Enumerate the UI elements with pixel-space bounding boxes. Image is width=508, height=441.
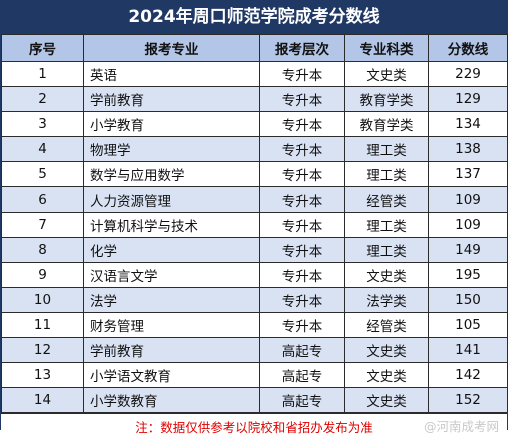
cell-category: 法学类: [344, 286, 429, 313]
cell-score: 134: [428, 111, 508, 138]
cell-score: 109: [428, 186, 508, 213]
cell-category: 理工类: [344, 136, 429, 163]
cell-score: 129: [428, 86, 508, 113]
table-row: 8 化学 专升本 理工类 149: [1, 236, 508, 263]
cell-level: 专升本: [259, 311, 345, 339]
header-major: 报考专业: [83, 34, 260, 62]
cell-index: 1: [1, 60, 84, 88]
cell-major: 法学: [83, 286, 260, 313]
cell-score: 137: [428, 161, 508, 188]
cell-level: 专升本: [259, 211, 345, 238]
table-row: 6 人力资源管理 专升本 经管类 109: [1, 186, 508, 213]
cell-level: 高起专: [259, 362, 345, 389]
cell-level: 专升本: [259, 161, 345, 188]
header-level: 报考层次: [259, 34, 345, 62]
cell-level: 专升本: [259, 186, 345, 213]
cell-level: 专升本: [259, 286, 345, 313]
cell-category: 理工类: [344, 211, 429, 238]
cell-category: 文史类: [344, 337, 429, 364]
table-row: 14 小学数教育 高起专 文史类 152: [1, 387, 508, 414]
table-row: 12 学前教育 高起专 文史类 141: [1, 337, 508, 364]
cell-score: 105: [428, 311, 508, 339]
cell-score: 195: [428, 261, 508, 288]
footer-note-bar: 注：数据仅供参考以院校和省招办发布为准 @河南成考网: [1, 413, 507, 441]
cell-index: 2: [1, 86, 84, 113]
cell-score: 229: [428, 60, 508, 88]
cell-major: 化学: [83, 236, 260, 263]
table-body: 1 英语 专升本 文史类 229 2 学前教育 专升本 教育学类 129 3 小学教育 专升本 教育学类 1…: [1, 60, 508, 414]
cell-score: 150: [428, 286, 508, 313]
disclaimer-note: 注：数据仅供参考以院校和省招办发布为准: [135, 420, 373, 436]
cell-level: 专升本: [259, 236, 345, 263]
header-category: 专业科类: [344, 34, 429, 62]
cell-index: 6: [1, 186, 84, 213]
cell-category: 理工类: [344, 236, 429, 263]
score-table: 序号 报考专业 报考层次 专业科类 分数线 1 英语 专升本 文史类 229 2 学前教育专…: [1, 34, 508, 414]
cell-level: 专升本: [259, 111, 345, 138]
table-row: 11 财务管理 专升本 经管类 105: [1, 311, 508, 339]
table-row: 13 小学语文教育 高起专 文史类 142: [1, 362, 508, 389]
cell-index: 13: [1, 362, 84, 389]
table-row: 10 法学 专升本 法学类 150: [1, 286, 508, 313]
table-header-row: 序号 报考专业 报考层次 专业科类 分数线: [1, 34, 508, 62]
cell-category: 经管类: [344, 311, 429, 339]
cell-score: 141: [428, 337, 508, 364]
cell-category: 文史类: [344, 60, 429, 88]
table-row: 1 英语 专升本 文史类 229: [1, 60, 508, 88]
cell-category: 文史类: [344, 387, 429, 414]
cell-score: 142: [428, 362, 508, 389]
table-row: 5 数学与应用数学 专升本 理工类 137: [1, 161, 508, 188]
cell-major: 小学教育: [83, 111, 260, 138]
table-row: 7 计算机科学与技术 专升本 理工类 109: [1, 211, 508, 238]
cell-index: 12: [1, 337, 84, 364]
cell-index: 3: [1, 111, 84, 138]
cell-major: 人力资源管理: [83, 186, 260, 213]
cell-major: 物理学: [83, 136, 260, 163]
cell-index: 14: [1, 387, 84, 414]
cell-category: 经管类: [344, 186, 429, 213]
header-index: 序号: [1, 34, 84, 62]
cell-level: 专升本: [259, 86, 345, 113]
cell-category: 教育学类: [344, 111, 429, 138]
cell-major: 学前教育: [83, 337, 260, 364]
cell-major: 数学与应用数学: [83, 161, 260, 188]
cell-level: 专升本: [259, 60, 345, 88]
cell-score: 109: [428, 211, 508, 238]
cell-major: 小学数教育: [83, 387, 260, 414]
cell-index: 10: [1, 286, 84, 313]
cell-major: 财务管理: [83, 311, 260, 339]
cell-major: 学前教育: [83, 86, 260, 113]
cell-level: 专升本: [259, 261, 345, 288]
cell-category: 文史类: [344, 261, 429, 288]
table-row: 9 汉语言文学 专升本 文史类 195: [1, 261, 508, 288]
cell-index: 11: [1, 311, 84, 339]
watermark-text: @河南成考网: [423, 419, 499, 435]
cell-level: 高起专: [259, 387, 345, 414]
cell-index: 5: [1, 161, 84, 188]
cell-score: 149: [428, 236, 508, 263]
cell-category: 文史类: [344, 362, 429, 389]
cell-major: 英语: [83, 60, 260, 88]
table-row: 3 小学教育 专升本 教育学类 134: [1, 111, 508, 138]
cell-major: 计算机科学与技术: [83, 211, 260, 238]
cell-major: 汉语言文学: [83, 261, 260, 288]
cell-index: 8: [1, 236, 84, 263]
cell-category: 教育学类: [344, 86, 429, 113]
cell-category: 理工类: [344, 161, 429, 188]
cell-score: 138: [428, 136, 508, 163]
table-row: 2 学前教育 专升本 教育学类 129: [1, 86, 508, 113]
header-score: 分数线: [428, 34, 508, 62]
cell-index: 4: [1, 136, 84, 163]
cell-index: 7: [1, 211, 84, 238]
cell-major: 小学语文教育: [83, 362, 260, 389]
cell-level: 高起专: [259, 337, 345, 364]
table-row: 4 物理学 专升本 理工类 138: [1, 136, 508, 163]
page-title: 2024年周口师范学院成考分数线: [1, 1, 507, 34]
cell-level: 专升本: [259, 136, 345, 163]
cell-score: 152: [428, 387, 508, 414]
cell-index: 9: [1, 261, 84, 288]
